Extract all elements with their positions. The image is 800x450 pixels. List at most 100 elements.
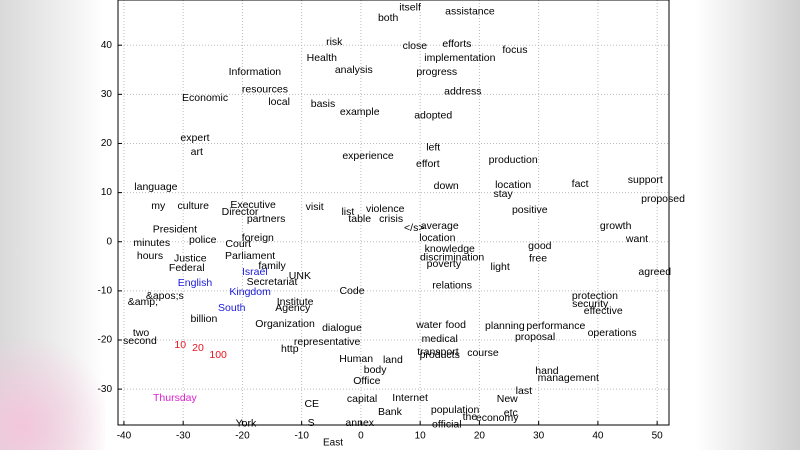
word-point: Organization (255, 318, 315, 330)
x-tick-label: -30 (176, 431, 191, 442)
plot-frame (117, 0, 670, 426)
x-tick-label: 40 (592, 431, 604, 442)
word-point: New (497, 393, 518, 405)
word-point: example (340, 106, 380, 118)
word-point: partners (247, 213, 286, 225)
word-point: Bank (378, 406, 403, 418)
word-point: dialogue (322, 322, 362, 334)
word-point: Economic (182, 92, 228, 104)
word-point: proposed (641, 193, 685, 205)
word-point: itself (399, 2, 421, 14)
word-point: table (348, 213, 371, 225)
word-point: Israel (242, 266, 268, 278)
word-point: annex (345, 417, 374, 429)
word-point: want (625, 233, 648, 245)
word-point: billion (190, 313, 217, 325)
word-point: proposal (515, 331, 555, 343)
word-point: close (403, 40, 428, 52)
word-point: protection (572, 290, 618, 302)
word-point: etc (504, 407, 518, 419)
grid (118, 0, 669, 425)
word-point: analysis (335, 64, 373, 76)
word-point: President (153, 224, 197, 236)
word-point: experience (342, 150, 394, 162)
word-point: Internet (392, 392, 428, 404)
x-tick-label: 30 (533, 431, 545, 442)
word-point: risk (326, 36, 343, 48)
word-point: relations (432, 280, 472, 292)
word-point: course (467, 347, 499, 359)
word-point: foreign (242, 232, 274, 244)
word-point: local (268, 96, 290, 108)
word-point: Institute (277, 296, 314, 308)
word-point: family (258, 260, 286, 272)
word-point: hand (535, 365, 559, 377)
word-point: Director (222, 206, 259, 218)
word-point: 20 (192, 342, 204, 354)
word-point: Justice (174, 253, 207, 265)
x-tick-label: 20 (474, 431, 486, 442)
word-point: English (178, 277, 213, 289)
word-point: </s> (404, 222, 424, 234)
word-point: effort (416, 158, 440, 170)
word-point: expert (180, 132, 209, 144)
word-point: down (434, 180, 459, 192)
word-point: 100 (209, 349, 227, 361)
word-point: two (133, 327, 150, 339)
word-point: violence (366, 203, 405, 215)
word-point: http (281, 343, 299, 355)
word-point: Secretariat (247, 276, 298, 288)
word-point: S (308, 417, 315, 429)
word-point: food (445, 319, 466, 331)
word-point: free (529, 253, 547, 265)
word-point: official (432, 418, 462, 430)
y-tick-label: -20 (98, 335, 113, 346)
word-point: Code (339, 285, 364, 297)
word-point: performance (526, 320, 585, 332)
word-point: crisis (379, 213, 403, 225)
word-point: support (628, 174, 663, 186)
word-point: the (463, 411, 478, 423)
word-point: medical (422, 333, 458, 345)
word-point: economy (476, 412, 519, 424)
word-point: CE (304, 398, 319, 410)
word-point: knowledge (425, 243, 475, 255)
y-tick-label: 0 (106, 236, 112, 247)
word-point: good (528, 240, 552, 252)
word-point: minutes (133, 237, 170, 249)
word-point: Human (339, 353, 373, 365)
word-point: hours (137, 250, 163, 262)
word-point: &apos;s (146, 290, 184, 302)
word-point: last (516, 385, 532, 397)
word-point: stay (493, 188, 513, 200)
word-point: population (431, 404, 480, 416)
word-point: both (378, 12, 399, 24)
word-point: light (491, 261, 510, 273)
word-point: focus (502, 44, 527, 56)
word-point: management (538, 372, 599, 384)
word-point: my (151, 200, 166, 212)
y-tick-label: 40 (101, 40, 113, 51)
word-point: visit (306, 201, 324, 213)
word-point: 10 (174, 339, 186, 351)
word-point: operations (588, 327, 637, 339)
word-point: poverty (427, 258, 462, 270)
word-point: UNK (289, 270, 311, 282)
word-point: Information (229, 66, 282, 78)
word-point: second (123, 335, 157, 347)
word-point: address (444, 86, 481, 98)
word-point: security (572, 298, 609, 310)
y-tick-label: 20 (101, 138, 113, 149)
word-point: effective (584, 305, 623, 317)
x-tick-label: 50 (652, 431, 664, 442)
word-point: capital (347, 393, 377, 405)
background-glow (0, 330, 110, 450)
word-point: fact (572, 178, 589, 190)
word-point: Kingdom (229, 286, 271, 298)
word-point: location (495, 179, 531, 191)
word-point: agreed (638, 266, 671, 278)
word-point: body (364, 364, 388, 376)
word-point: water (415, 319, 442, 331)
word-point: implementation (424, 52, 495, 64)
